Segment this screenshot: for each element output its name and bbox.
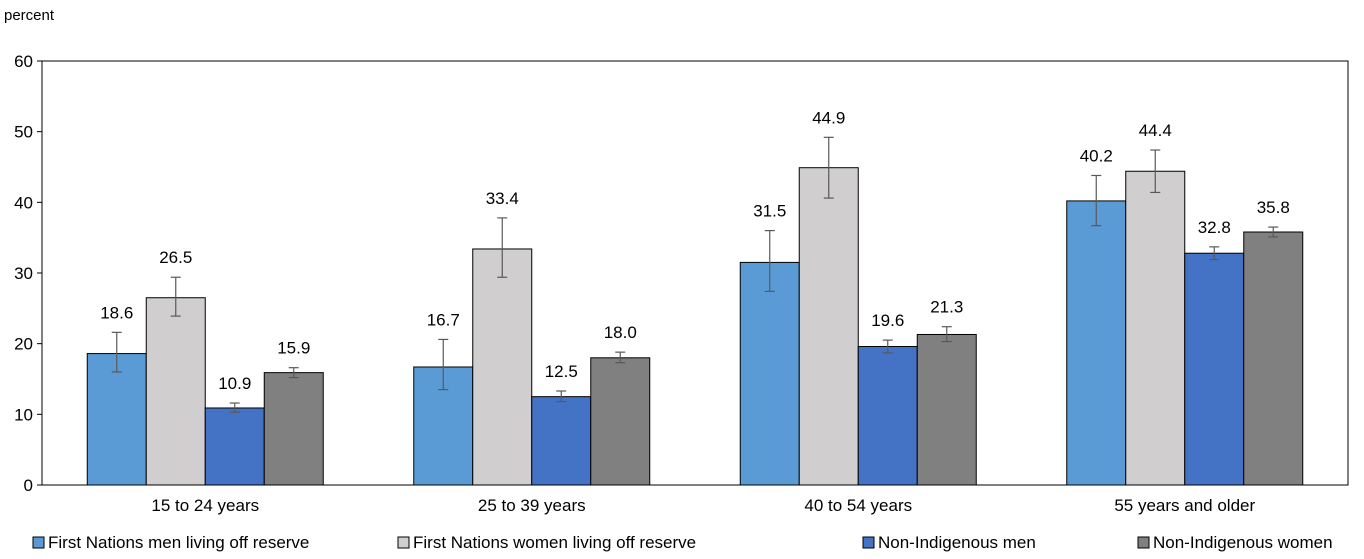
legend-label: First Nations men living off reserve (48, 533, 309, 552)
data-labels-group: 18.6 26.5 10.9 15.9 16.7 33.4 12.5 18.0 31.5 44.9… (100, 108, 1290, 393)
bar (857, 345, 918, 486)
legend-swatch (32, 536, 45, 549)
data-label: 12.5 (545, 362, 578, 381)
data-label: 18.0 (604, 323, 637, 342)
legend-swatch (397, 536, 410, 549)
data-label: 15.9 (277, 339, 310, 358)
y-tick-label: 20 (14, 335, 33, 354)
data-label: 19.6 (871, 311, 904, 330)
bar (204, 407, 265, 486)
data-label: 33.4 (486, 189, 519, 208)
category-labels: 15 to 24 years 25 to 39 years 40 to 54 yea… (151, 496, 1255, 515)
legend-label: Non-Indigenous women (1153, 533, 1333, 552)
data-label: 35.8 (1257, 198, 1290, 217)
legend-label: Non-Indigenous men (878, 533, 1036, 552)
bar (739, 261, 800, 486)
bar (1066, 200, 1127, 486)
bar (1184, 252, 1245, 486)
data-label: 21.3 (930, 298, 963, 317)
y-axis-unit-label: percent (4, 7, 55, 24)
bar (531, 396, 592, 486)
legend-swatch (862, 536, 875, 549)
data-label: 31.5 (753, 202, 786, 221)
y-tick-label: 50 (14, 123, 33, 142)
bar (916, 333, 977, 486)
bar (145, 297, 206, 486)
bar (86, 353, 147, 486)
bar (472, 248, 533, 486)
bars-group (86, 167, 1304, 486)
data-label: 44.9 (812, 108, 845, 127)
data-label: 26.5 (159, 248, 192, 267)
y-tick-label: 30 (14, 264, 33, 283)
legend-label: First Nations women living off reserve (413, 533, 696, 552)
y-tick-label: 0 (24, 476, 33, 495)
data-label: 40.2 (1080, 146, 1113, 165)
bar (798, 167, 859, 486)
y-axis-ticks: 0 10 20 30 40 50 60 (14, 52, 42, 495)
data-label: 10.9 (218, 374, 251, 393)
plot-area-frame (41, 60, 1349, 486)
error-bars-group (111, 136, 1279, 413)
bar (1243, 231, 1304, 486)
category-label: 40 to 54 years (804, 496, 912, 515)
legend-swatch (1137, 536, 1150, 549)
y-tick-label: 60 (14, 52, 33, 71)
data-label: 44.4 (1139, 121, 1172, 140)
bar (263, 372, 324, 486)
data-label: 32.8 (1198, 218, 1231, 237)
y-tick-label: 10 (14, 405, 33, 424)
data-label: 16.7 (427, 310, 460, 329)
category-label: 25 to 39 years (478, 496, 586, 515)
data-label: 18.6 (100, 303, 133, 322)
legend: First Nations men living off reserve Firs… (32, 533, 1333, 552)
category-label: 55 years and older (1114, 496, 1255, 515)
y-tick-label: 40 (14, 193, 33, 212)
bar (590, 357, 651, 486)
category-label: 15 to 24 years (151, 496, 259, 515)
bar (1125, 170, 1186, 486)
